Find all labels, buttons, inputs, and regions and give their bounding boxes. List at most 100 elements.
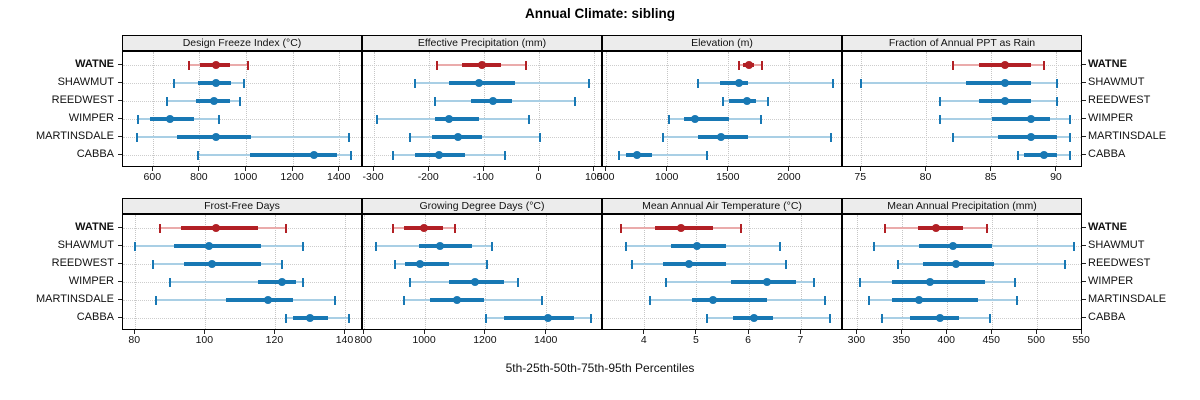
row-guide bbox=[363, 227, 601, 229]
x-axis-tick-label: 350 bbox=[892, 334, 911, 346]
x-axis-tick-label: 100 bbox=[195, 334, 214, 346]
box-25th-75th bbox=[257, 280, 297, 284]
y-axis-tick bbox=[118, 280, 122, 282]
median-dot bbox=[212, 79, 221, 87]
median-dot bbox=[278, 278, 287, 286]
panel bbox=[602, 51, 842, 167]
station-label-right: REEDWEST bbox=[1088, 94, 1151, 106]
x-axis-tick-label: 1400 bbox=[327, 171, 351, 183]
y-axis-tick bbox=[1082, 63, 1086, 65]
whisker-cap-95th bbox=[1068, 132, 1071, 142]
whisker-cap-95th bbox=[302, 241, 305, 251]
y-axis-tick bbox=[118, 316, 122, 318]
x-gridline bbox=[199, 52, 201, 166]
whisker-cap-5th bbox=[721, 96, 724, 106]
median-dot bbox=[685, 260, 694, 268]
x-gridline bbox=[485, 215, 487, 329]
whisker-cap-5th bbox=[408, 132, 411, 142]
whisker-cap-5th bbox=[896, 259, 899, 269]
median-dot bbox=[310, 151, 319, 159]
panel-strip-title: Fraction of Annual PPT as Rain bbox=[888, 37, 1036, 49]
whisker-cap-5th bbox=[620, 223, 623, 233]
x-gridline bbox=[667, 52, 669, 166]
x-gridline bbox=[373, 52, 375, 166]
y-axis-tick bbox=[118, 153, 122, 155]
x-gridline bbox=[860, 52, 862, 166]
median-dot bbox=[208, 260, 217, 268]
x-axis-tick-label: 7 bbox=[797, 334, 804, 346]
whisker-cap-5th bbox=[392, 223, 395, 233]
x-gridline bbox=[292, 52, 294, 166]
x-axis-tick bbox=[484, 330, 486, 334]
panel-strip-title: Frost-Free Days bbox=[204, 200, 280, 212]
whisker-cap-5th bbox=[938, 114, 941, 124]
box-25th-75th bbox=[504, 316, 575, 320]
y-axis-tick bbox=[1082, 81, 1086, 83]
median-dot bbox=[436, 242, 445, 250]
whisker-cap-5th bbox=[630, 259, 633, 269]
x-axis-tick bbox=[545, 330, 547, 334]
whisker-cap-95th bbox=[740, 223, 743, 233]
station-label-right: SHAWMUT bbox=[1088, 76, 1145, 88]
whisker-cap-95th bbox=[779, 241, 782, 251]
median-dot bbox=[690, 115, 699, 123]
whisker-cap-95th bbox=[538, 132, 541, 142]
x-gridline bbox=[424, 215, 426, 329]
station-label-right: WATNE bbox=[1088, 221, 1127, 233]
x-gridline bbox=[428, 52, 430, 166]
median-dot bbox=[444, 115, 453, 123]
whisker-cap-95th bbox=[760, 114, 763, 124]
x-axis-tick bbox=[538, 167, 540, 171]
panel-strip: Mean Annual Precipitation (mm) bbox=[842, 198, 1082, 214]
median-dot bbox=[633, 151, 642, 159]
whisker-cap-5th bbox=[151, 259, 154, 269]
x-axis-tick bbox=[203, 330, 205, 334]
whisker-cap-5th bbox=[737, 60, 740, 70]
y-axis-tick bbox=[118, 226, 122, 228]
x-axis-tick bbox=[924, 167, 926, 171]
whisker-cap-5th bbox=[860, 78, 863, 88]
station-label-right: MARTINSDALE bbox=[1088, 293, 1167, 305]
panel bbox=[362, 214, 602, 330]
whisker-cap-5th bbox=[135, 132, 138, 142]
whisker-cap-95th bbox=[1013, 277, 1016, 287]
whisker-cap-95th bbox=[985, 223, 988, 233]
whisker-cap-5th bbox=[618, 150, 621, 160]
y-axis-tick bbox=[118, 117, 122, 119]
panel-strip: Frost-Free Days bbox=[122, 198, 362, 214]
y-axis-tick bbox=[1082, 226, 1086, 228]
whisker-cap-5th bbox=[196, 150, 199, 160]
x-axis-tick-label: 90 bbox=[1050, 171, 1062, 183]
panel-strip: Mean Annual Air Temperature (°C) bbox=[602, 198, 842, 214]
box-25th-75th bbox=[434, 117, 479, 121]
x-axis-tick bbox=[855, 330, 857, 334]
whisker-cap-5th bbox=[436, 60, 439, 70]
whisker-cap-95th bbox=[784, 259, 787, 269]
x-gridline bbox=[789, 52, 791, 166]
station-label-left: SHAWMUT bbox=[57, 76, 114, 88]
panel-strip: Effective Precipitation (mm) bbox=[362, 35, 602, 51]
x-gridline bbox=[204, 215, 206, 329]
station-label-left: WIMPER bbox=[68, 112, 114, 124]
whisker-cap-95th bbox=[813, 277, 816, 287]
x-axis-tick bbox=[593, 167, 595, 171]
whisker-cap-95th bbox=[490, 241, 493, 251]
box-25th-75th bbox=[991, 117, 1051, 121]
x-axis-tick-label: 450 bbox=[982, 334, 1000, 346]
x-gridline bbox=[274, 215, 276, 329]
box-25th-75th bbox=[965, 81, 1031, 85]
whisker-cap-5th bbox=[414, 78, 417, 88]
whisker-cap-95th bbox=[302, 277, 305, 287]
whisker-cap-95th bbox=[828, 313, 831, 323]
whisker-cap-5th bbox=[868, 295, 871, 305]
whisker-cap-95th bbox=[246, 60, 249, 70]
whisker-cap-5th bbox=[137, 114, 140, 124]
median-dot bbox=[416, 260, 425, 268]
median-dot bbox=[717, 133, 726, 141]
whisker-cap-5th bbox=[664, 277, 667, 287]
y-axis-tick bbox=[1082, 298, 1086, 300]
panel bbox=[122, 51, 362, 167]
x-gridline bbox=[363, 215, 365, 329]
median-dot bbox=[1000, 61, 1009, 69]
y-axis-tick bbox=[1082, 262, 1086, 264]
